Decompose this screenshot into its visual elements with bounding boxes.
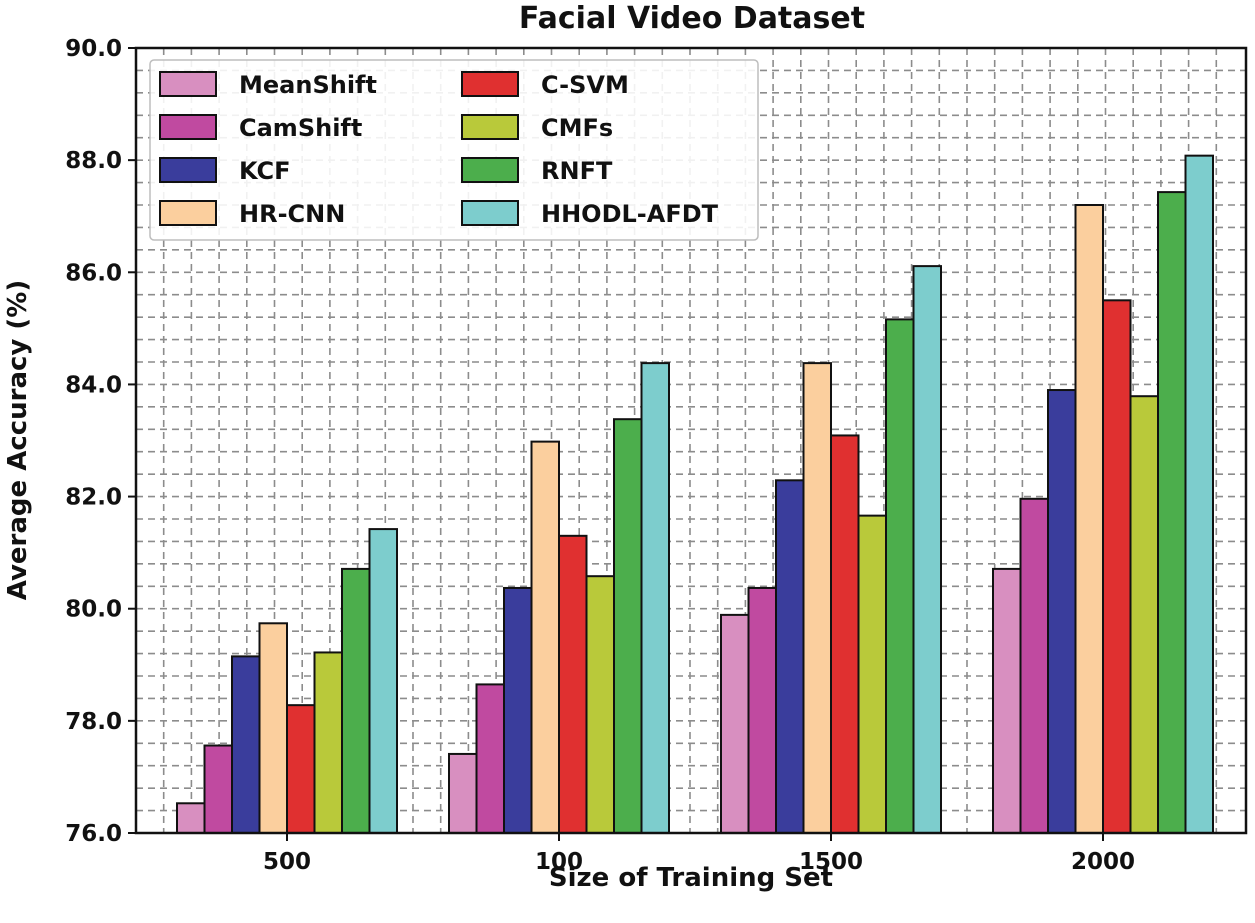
bar-kcf-500 [231,655,261,834]
bar-rnft-100 [613,418,643,834]
bar-hr-cnn-1500 [802,362,832,834]
y-axis-label: Average Accuracy (%) [3,280,33,601]
legend-label-kcf: KCF [239,157,291,185]
bar-hhodl-afdt-1500 [912,265,942,834]
x-axis: 500 100 1500 2000 [263,833,1135,875]
bar-hr-cnn-100 [530,440,560,834]
bar-camshift-100 [475,683,505,834]
bar-meanshift-500 [176,802,206,835]
legend-label-hhodl-afdt: HHODL-AFDT [541,200,719,228]
x-tick-label: 2000 [1071,849,1135,875]
legend: MeanShift CamShift KCF HR-CNN C-SVM CMFs RNFT H… [149,59,759,241]
legend-swatch-c-svm [461,71,519,97]
bar-kcf-100 [503,586,533,834]
bar-cmfs-2000 [1129,395,1159,834]
bar-meanshift-2000 [992,567,1022,834]
legend-label-meanshift: MeanShift [239,71,377,99]
bar-c-svm-2000 [1102,299,1132,835]
bar-cmfs-1500 [857,514,887,835]
y-tick-label: 86.0 [65,260,122,286]
bar-rnft-1500 [885,318,915,834]
legend-swatch-hhodl-afdt [461,200,519,226]
y-axis: 76.0 78.0 80.0 82.0 84.0 86.0 88.0 90.0 [65,36,136,847]
bar-c-svm-500 [286,704,316,835]
y-tick-label: 76.0 [65,821,122,847]
bar-meanshift-1500 [720,613,750,834]
bar-rnft-2000 [1157,191,1187,834]
bar-hr-cnn-500 [258,622,288,834]
bar-camshift-2000 [1019,497,1049,834]
legend-swatch-cmfs [461,114,519,140]
legend-swatch-meanshift [159,71,217,97]
chart-title: Facial Video Dataset [519,1,865,36]
legend-label-c-svm: C-SVM [541,71,629,99]
bar-meanshift-100 [448,752,478,834]
y-tick-label: 90.0 [65,36,122,62]
y-tick-label: 82.0 [65,485,122,511]
legend-label-camshift: CamShift [239,114,362,142]
bar-cmfs-100 [585,575,615,834]
x-tick-label: 500 [263,849,311,875]
legend-box [149,59,759,241]
x-tick-label: 1500 [799,849,863,875]
bar-c-svm-1500 [830,434,860,834]
bar-c-svm-100 [558,534,588,834]
x-tick-label: 100 [535,849,583,875]
y-tick-label: 88.0 [65,148,122,174]
legend-swatch-hr-cnn [159,200,217,226]
bar-hhodl-afdt-100 [640,362,670,834]
legend-label-rnft: RNFT [541,157,613,185]
bar-camshift-500 [203,744,233,834]
legend-swatch-rnft [461,157,519,183]
bars [176,154,1214,835]
bar-rnft-500 [341,567,371,834]
y-tick-label: 78.0 [65,709,122,735]
bar-camshift-1500 [747,586,777,834]
bar-cmfs-500 [313,651,343,835]
legend-label-hr-cnn: HR-CNN [239,200,345,228]
y-tick-label: 84.0 [65,372,122,398]
bar-hhodl-afdt-500 [368,528,398,834]
plot-frame [134,46,1248,835]
bar-hr-cnn-2000 [1074,204,1104,834]
bar-hhodl-afdt-2000 [1184,154,1214,834]
legend-swatch-camshift [159,114,217,140]
legend-label-cmfs: CMFs [541,114,613,142]
bar-kcf-2000 [1047,389,1077,834]
bar-kcf-1500 [775,479,805,834]
y-tick-label: 80.0 [65,597,122,623]
legend-swatch-kcf [159,157,217,183]
x-axis-label: Size of Training Set [549,863,833,893]
